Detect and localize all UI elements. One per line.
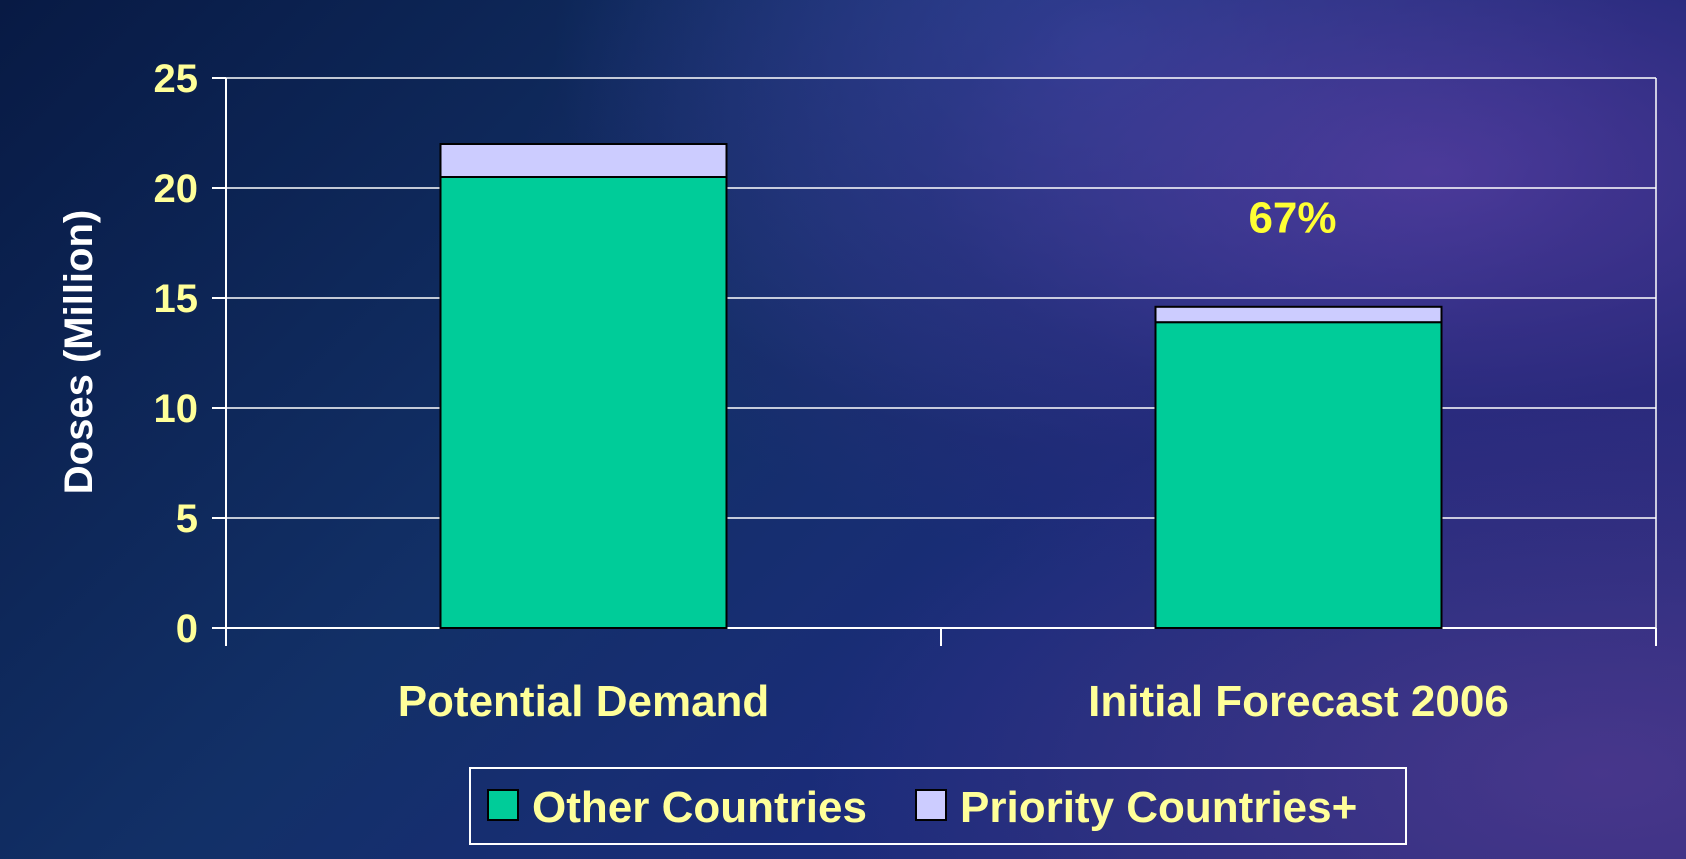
legend-label: Other Countries <box>532 783 867 832</box>
bar-other-countries-1 <box>439 176 728 629</box>
bar-priority-countries-1 <box>439 143 728 178</box>
y-axis-title: Doses (Million) <box>57 210 101 494</box>
y-tick-label: 20 <box>154 167 199 211</box>
legend-swatch <box>487 789 519 821</box>
y-tick-label: 25 <box>154 57 199 101</box>
x-category-label: Potential Demand <box>398 677 770 726</box>
labels: 0 5 10 15 20 25 Potential Demand Initial Foreca… <box>154 57 1509 726</box>
x-category-label: Initial Forecast 2006 <box>1088 677 1509 726</box>
bar-priority-countries-2 <box>1154 305 1443 324</box>
legend-swatch <box>915 789 947 821</box>
y-tick-label: 0 <box>176 607 198 651</box>
bars <box>439 143 1443 629</box>
legend: Other Countries Priority Countries+ <box>469 767 1407 845</box>
y-tick-label: 10 <box>154 387 199 431</box>
legend-label: Priority Countries+ <box>960 783 1357 832</box>
y-tick-label: 5 <box>176 497 198 541</box>
y-tick-label: 15 <box>154 277 199 321</box>
annotation-label: 67% <box>1248 194 1336 243</box>
legend-box <box>469 767 1407 845</box>
bar-other-countries-2 <box>1154 321 1443 629</box>
